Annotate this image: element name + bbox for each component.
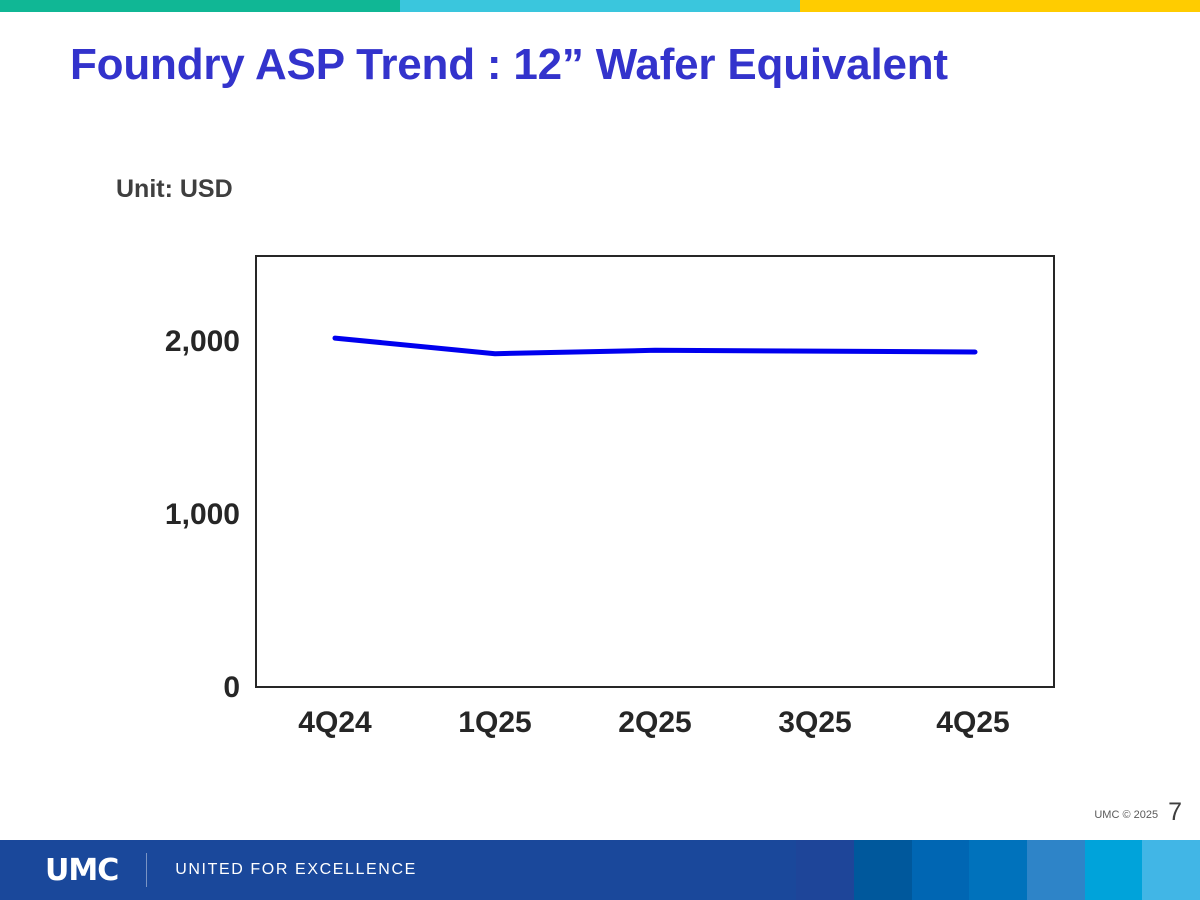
footer-swatch-4 (1026, 840, 1085, 900)
x-axis-tick-label-1q25: 1Q25 (458, 706, 532, 739)
plot-svg (332, 335, 978, 357)
x-axis-tick-label-4q25: 4Q25 (936, 706, 1010, 739)
x-axis-tick-label-3q25: 3Q25 (778, 706, 852, 739)
asp-trend-line-chart: 2,000 1,000 0 4Q24 1Q25 2Q25 3Q25 4Q25 (164, 255, 1055, 739)
y-axis-tick-label-2000: 2,000 (164, 324, 240, 358)
footer-swatch-1 (853, 840, 912, 900)
footer-meta: UMC © 2025 7 (1094, 800, 1182, 825)
accent-segment-yellow (800, 0, 1200, 12)
page-number: 7 (1168, 798, 1182, 826)
footer-swatch-6 (1142, 840, 1200, 900)
tagline: UNITED FOR EXCELLENCE (175, 861, 417, 878)
page-title: Foundry ASP Trend : 12” Wafer Equivalent (70, 40, 948, 89)
x-axis-tick-label-2q25: 2Q25 (618, 706, 692, 739)
footer-swatch-3 (969, 840, 1027, 900)
unit-label: Unit: USD (116, 175, 233, 203)
plot-area-frame (255, 255, 1055, 688)
y-axis-tick-label-1000: 1,000 (164, 497, 240, 531)
asp-trend-line (332, 335, 978, 357)
footer-bar: UMC UNITED FOR EXCELLENCE (0, 840, 1200, 900)
footer-swatch-0 (796, 840, 854, 900)
top-accent-bar (0, 0, 1200, 12)
x-axis-tick-label-4q24: 4Q24 (298, 706, 372, 739)
umc-logo: UMC (45, 852, 119, 888)
accent-segment-cyan (400, 0, 800, 12)
footer-color-swatches (796, 840, 1200, 900)
footer-swatch-2 (911, 840, 970, 900)
footer-swatch-5 (1084, 840, 1143, 900)
accent-segment-teal (0, 0, 400, 12)
copyright-text: UMC © 2025 (1094, 809, 1159, 821)
logo-divider (146, 853, 148, 887)
y-axis-tick-label-0: 0 (223, 671, 240, 704)
